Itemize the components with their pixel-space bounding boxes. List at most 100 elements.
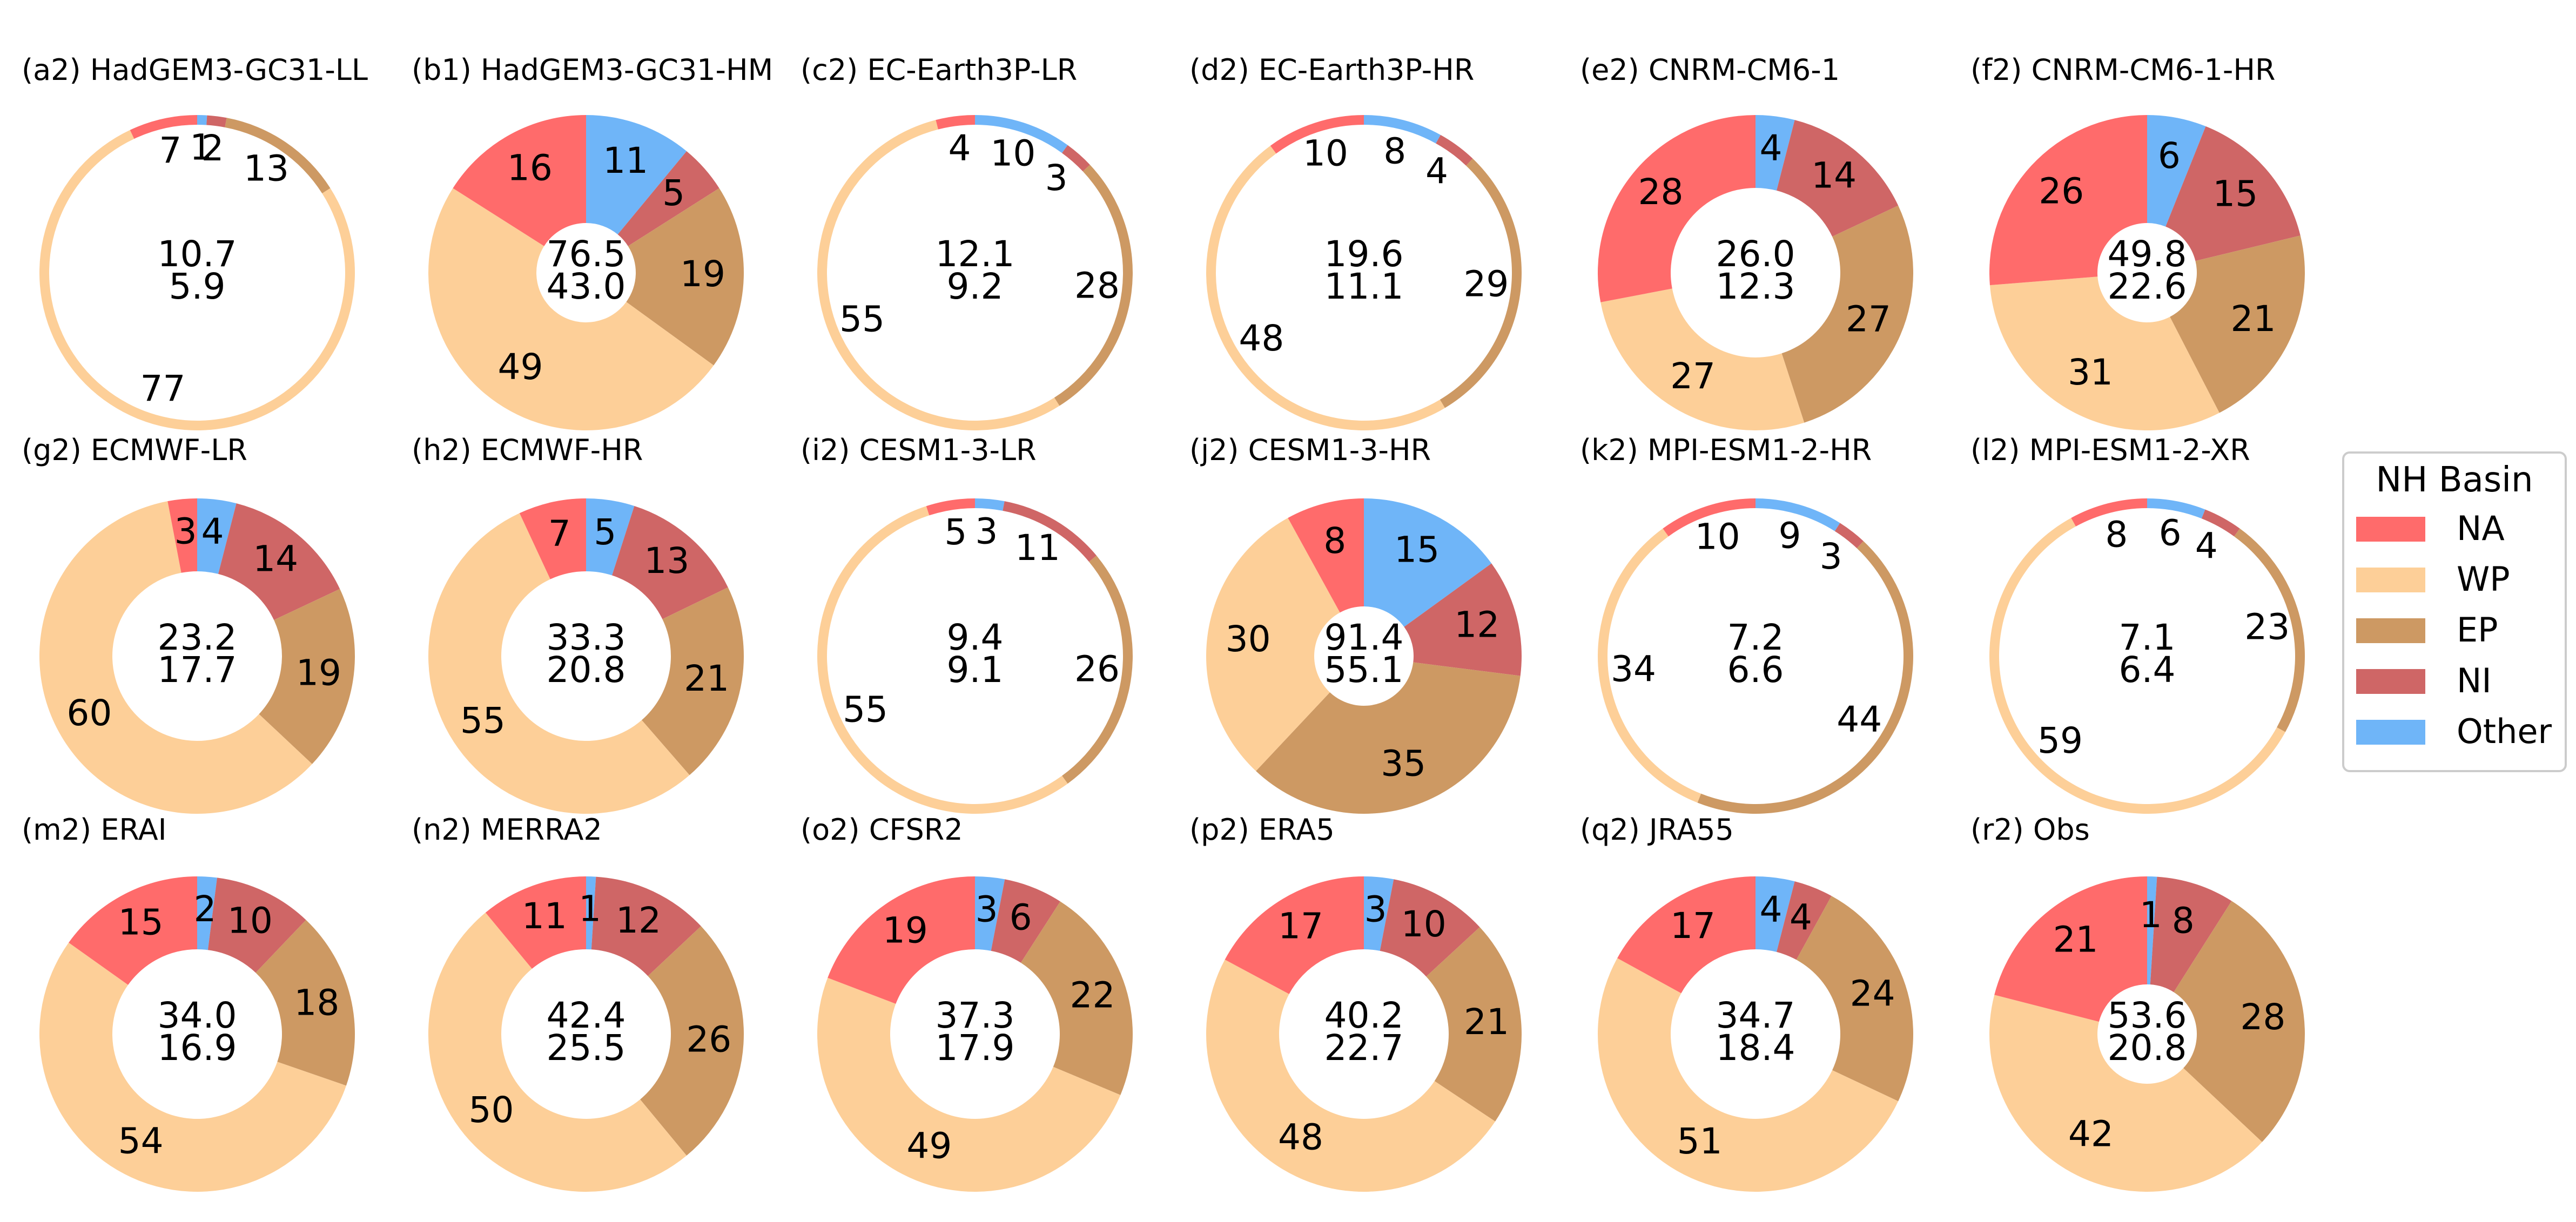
slice-label-other: 1	[579, 888, 601, 929]
donut-panel: (j2) CESM1-3-HR 15 12 35 30 8 91.455.1	[1189, 433, 1522, 814]
slice-label-wp: 77	[140, 368, 185, 409]
slice-ni	[617, 151, 719, 246]
slice-ni	[2150, 876, 2232, 993]
slice-ep	[1256, 662, 1521, 814]
slice-ni	[1404, 563, 1522, 676]
center-value-top: 40.2	[1324, 995, 1404, 1036]
slice-label-other: 8	[1383, 131, 1406, 172]
slice-label-ep: 21	[2231, 298, 2276, 340]
slice-ni	[207, 877, 306, 973]
slice-other	[586, 115, 687, 235]
slice-label-ep: 19	[680, 253, 725, 295]
slice-label-ni: 10	[1401, 903, 1447, 945]
slice-label-na: 7	[548, 513, 571, 555]
donut-panel: (g2) ECMWF-LR 4 14 19 60 3 23.217.7	[22, 433, 355, 814]
slice-ep	[641, 587, 744, 775]
slice-wp	[1206, 960, 1496, 1192]
slice-other	[1756, 876, 1795, 952]
slice-wp	[1600, 288, 1805, 430]
slice-label-wp: 55	[460, 700, 506, 741]
slice-ni	[991, 879, 1060, 963]
slice-label-ni: 3	[1820, 536, 1842, 577]
slice-label-na: 26	[2039, 170, 2084, 212]
slice-wp	[1597, 528, 1701, 803]
panel-title: (n2) MERRA2	[412, 813, 602, 847]
center-value-bottom: 17.7	[158, 649, 237, 691]
center-value-bottom: 20.8	[2108, 1027, 2187, 1069]
donut-panel: (d2) EC-Earth3P-HR 8 4 29 48 10 19.611.1	[1189, 53, 1522, 431]
panel-title: (f2) CNRM-CM6-1-HR	[1970, 53, 2275, 87]
center-value-top: 12.1	[936, 233, 1015, 275]
slice-label-ni: 12	[616, 900, 661, 941]
slice-label-wp: 55	[839, 299, 885, 340]
center-value-top: 7.1	[2119, 617, 2176, 658]
donut-panel: (e2) CNRM-CM6-1 4 14 27 27 28 26.012.3	[1580, 53, 1913, 430]
donut-panel: (o2) CFSR2 3 6 22 49 19 37.317.9	[801, 813, 1133, 1192]
donut-panel: (l2) MPI-ESM1-2-XR 6 4 23 59 8 7.16.4	[1970, 433, 2305, 814]
center-value-top: 49.8	[2108, 233, 2187, 275]
slice-ni	[1777, 881, 1832, 960]
slice-label-na: 19	[883, 909, 928, 951]
slice-label-ni: 13	[644, 540, 689, 582]
slice-label-ep: 26	[1074, 649, 1120, 690]
slice-label-ep: 27	[1846, 299, 1891, 340]
slice-ep	[259, 589, 355, 764]
slice-label-na: 8	[2105, 514, 2128, 555]
legend-label-wp: WP	[2457, 559, 2510, 599]
panel-title: (b1) HadGEM3-GC31-HM	[412, 53, 773, 87]
slice-label-ep: 19	[296, 652, 341, 694]
legend-swatch-na	[2356, 517, 2425, 542]
slice-label-ni: 11	[1015, 527, 1060, 569]
donut-panel: (m2) ERAI 2 10 18 54 15 34.016.9	[22, 813, 355, 1192]
slice-label-ep: 23	[2244, 606, 2290, 647]
slice-label-other: 3	[976, 888, 998, 930]
slice-label-na: 15	[118, 902, 164, 943]
slice-wp	[1989, 276, 2219, 430]
slice-label-na: 10	[1303, 133, 1348, 174]
slice-label-ni: 2	[201, 127, 224, 169]
slice-label-other: 4	[1760, 889, 1783, 930]
center-value-bottom: 16.9	[158, 1027, 237, 1069]
panel-title: (c2) EC-Earth3P-LR	[801, 53, 1077, 87]
legend-swatch-ep	[2356, 618, 2425, 643]
center-value-bottom: 25.5	[547, 1027, 626, 1069]
legend-swatch-wp	[2356, 568, 2425, 592]
center-value-top: 91.4	[1324, 617, 1404, 658]
slice-ep	[1440, 158, 1522, 408]
center-value-top: 19.6	[1324, 233, 1404, 275]
donut-panel: (b1) HadGEM3-GC31-HM 11 5 19 49 16 76.543.0	[412, 53, 773, 431]
slice-label-other: 4	[201, 511, 224, 552]
slice-na	[936, 115, 975, 130]
slice-label-other: 10	[990, 132, 1035, 174]
slice-na	[167, 498, 197, 573]
donut-panel: (p2) ERA5 3 10 21 48 17 40.222.7	[1189, 813, 1522, 1192]
slice-ni	[1380, 879, 1480, 977]
center-value-top: 34.7	[1716, 995, 1795, 1036]
slice-na	[519, 498, 586, 579]
slice-label-na: 5	[944, 511, 967, 553]
slice-ep	[2170, 235, 2305, 413]
slice-label-other: 6	[2158, 135, 2181, 177]
slice-label-ni: 10	[227, 900, 273, 941]
slice-ep	[640, 926, 744, 1156]
center-value-top: 37.3	[936, 995, 1015, 1036]
slice-ep	[2174, 901, 2305, 1142]
slice-other	[975, 115, 1068, 153]
center-value-bottom: 12.3	[1716, 266, 1795, 307]
slice-wp	[39, 942, 346, 1192]
slice-label-wp: 49	[498, 346, 543, 388]
slice-other	[1364, 876, 1394, 951]
slice-other	[2147, 876, 2157, 985]
slice-label-wp: 49	[906, 1125, 952, 1167]
slice-label-wp: 54	[118, 1120, 164, 1162]
slice-label-wp: 48	[1239, 318, 1284, 359]
slice-label-na: 17	[1670, 905, 1716, 947]
panel-title: (r2) Obs	[1970, 813, 2090, 847]
slice-other	[197, 876, 217, 950]
slice-ni	[1777, 120, 1899, 237]
slice-ni	[206, 115, 227, 127]
slice-label-ni: 14	[253, 538, 298, 580]
donut-panel: (q2) JRA55 4 4 24 51 17 34.718.4	[1580, 813, 1913, 1192]
slice-ep	[225, 118, 331, 194]
